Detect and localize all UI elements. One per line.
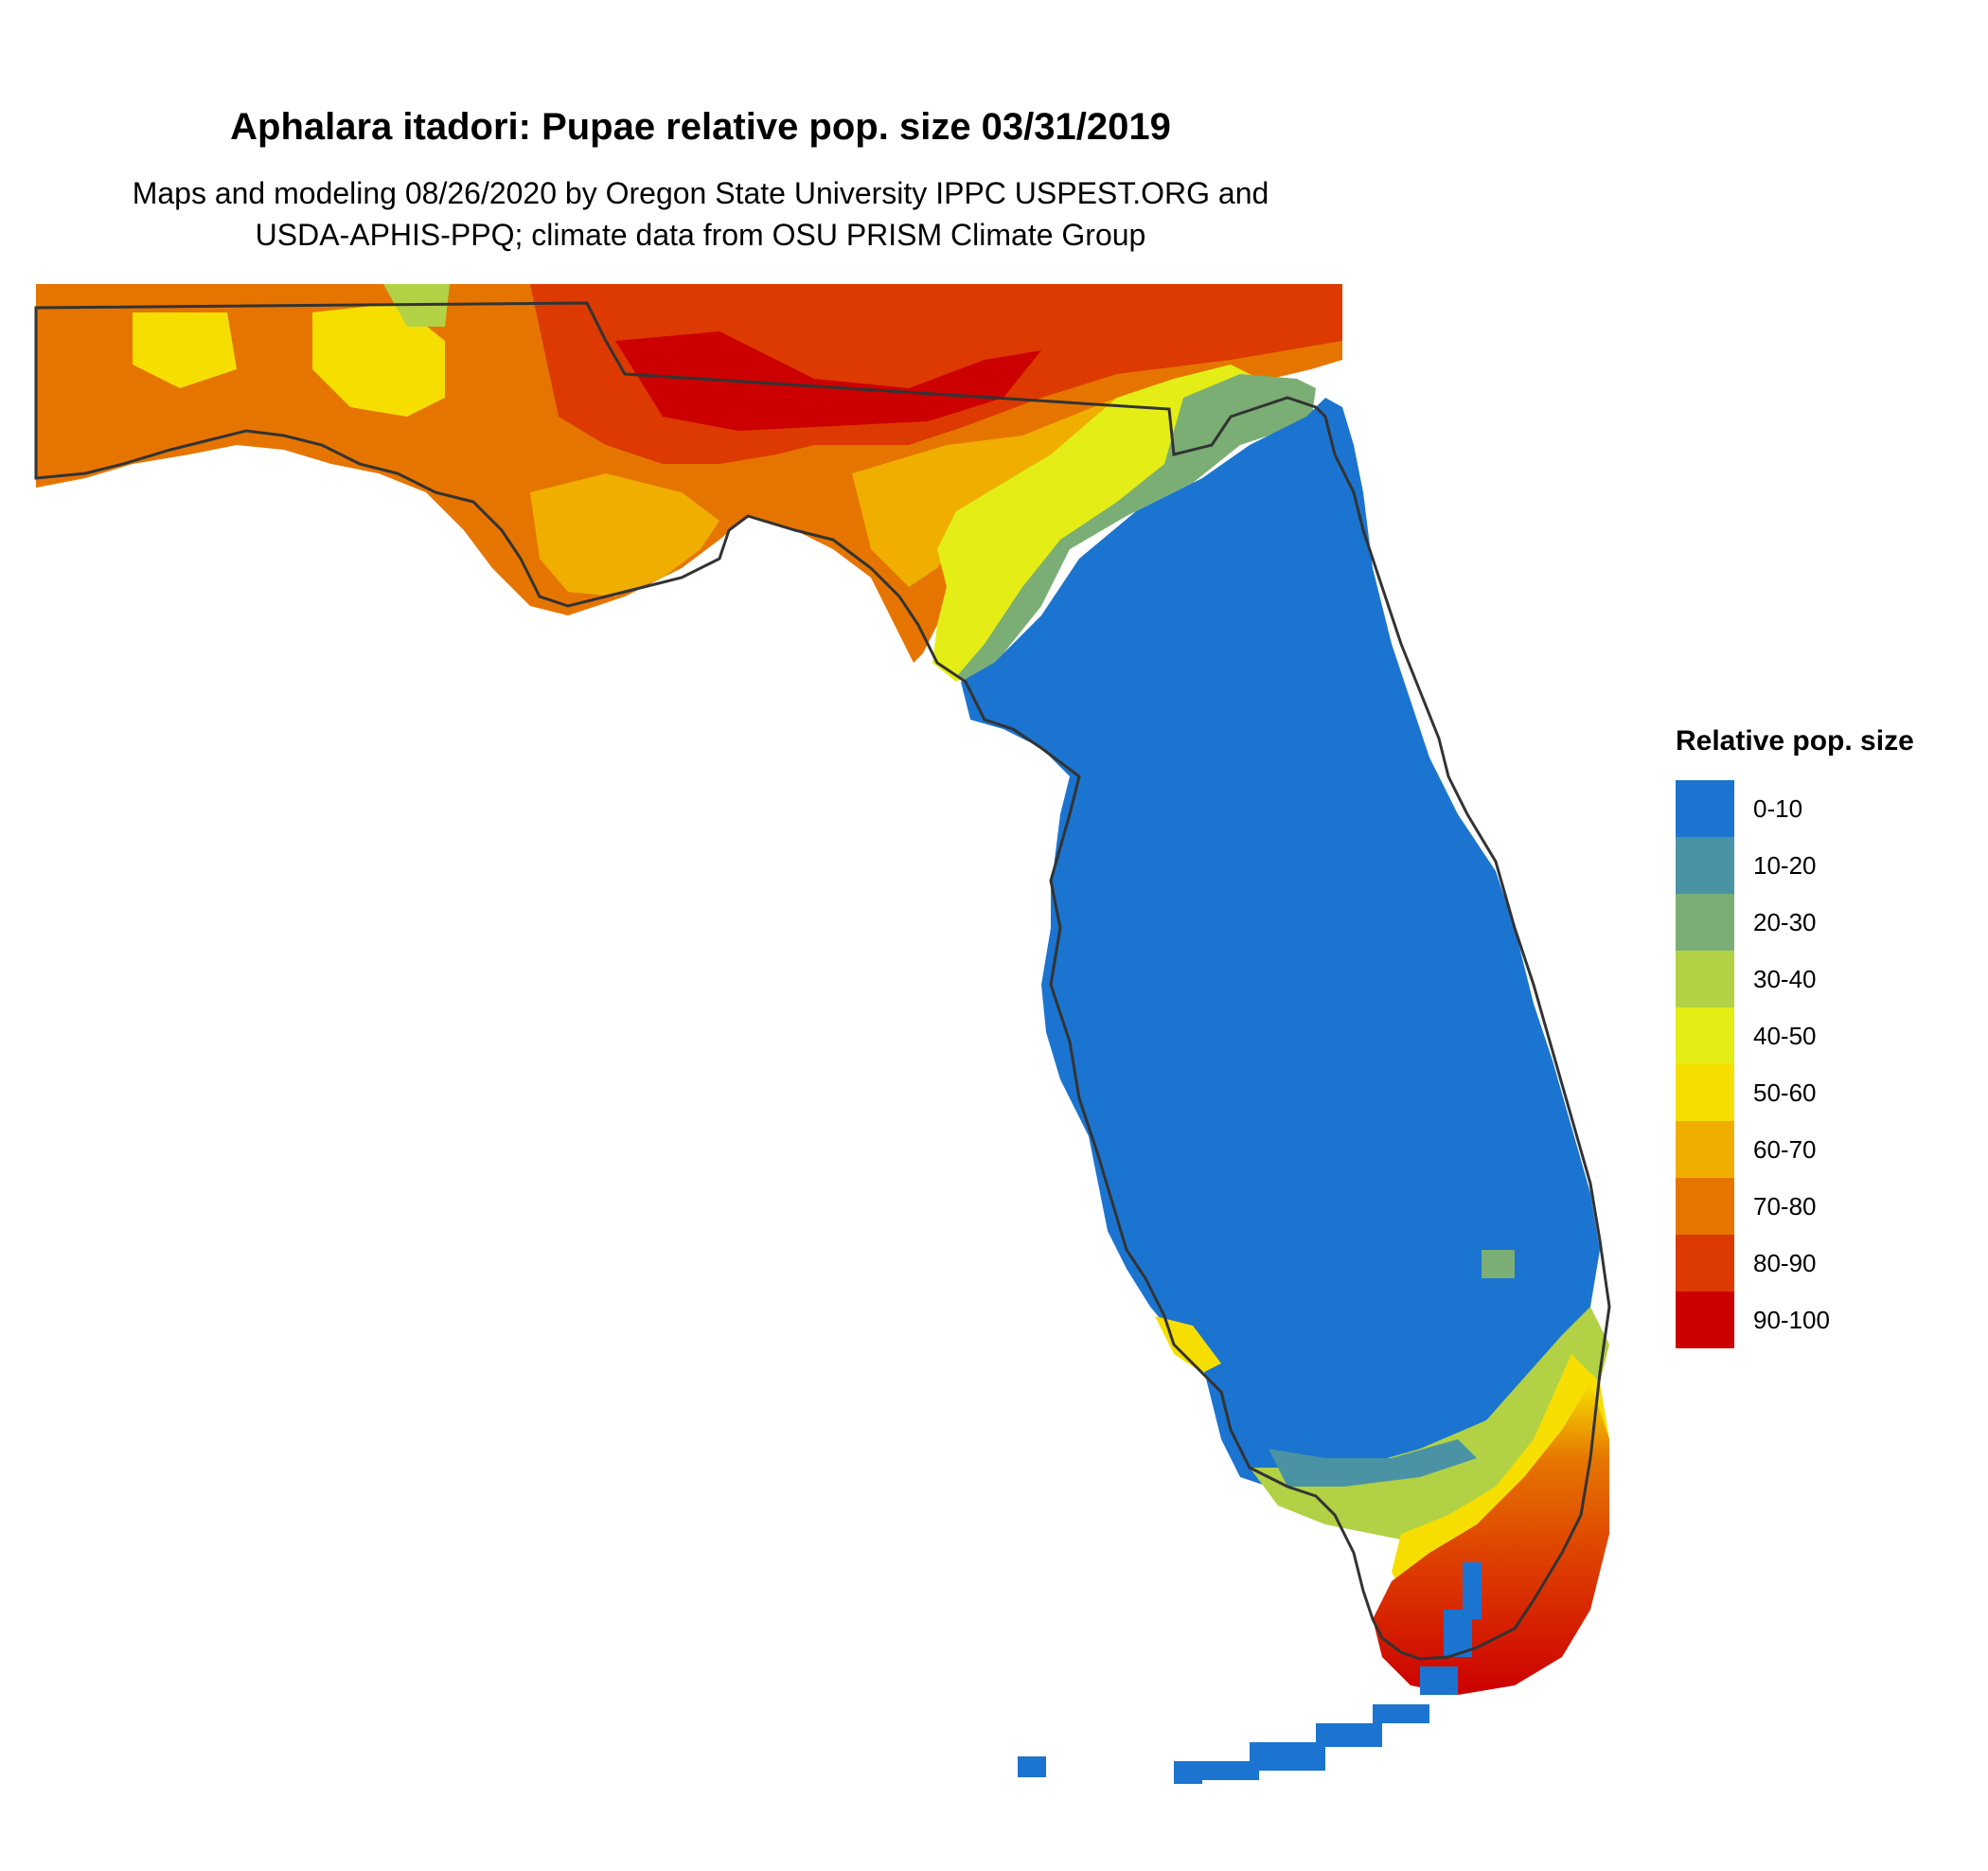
legend-item: 10-20 bbox=[1676, 837, 1914, 894]
legend-item: 50-60 bbox=[1676, 1064, 1914, 1121]
legend-item: 30-40 bbox=[1676, 951, 1914, 1007]
map-subtitle-line-1: Maps and modeling 08/26/2020 by Oregon S… bbox=[132, 176, 1269, 210]
legend-swatch bbox=[1676, 951, 1734, 1007]
big-bend-region-20-30 bbox=[956, 374, 1316, 682]
legend-swatch bbox=[1676, 837, 1734, 894]
legend-item: 70-80 bbox=[1676, 1178, 1914, 1235]
legend-item: 40-50 bbox=[1676, 1007, 1914, 1064]
legend-item: 60-70 bbox=[1676, 1121, 1914, 1178]
legend-swatch bbox=[1676, 1121, 1734, 1178]
legend-item: 0-10 bbox=[1676, 780, 1914, 837]
big-bend-region bbox=[932, 365, 1316, 682]
legend-swatch bbox=[1676, 1007, 1734, 1064]
south-florida-region-80-90 bbox=[1373, 1382, 1609, 1695]
panhandle-region-50-60-west bbox=[133, 312, 237, 388]
peninsula-region-0-10 bbox=[961, 398, 1600, 1487]
legend-label: 0-10 bbox=[1753, 793, 1803, 823]
panhandle-region-90-100 bbox=[615, 331, 1041, 431]
legend-items: 0-10 10-20 20-30 30-40 40-50 50-60 60-70 70-80 8… bbox=[1676, 780, 1914, 1348]
legend-label: 60-70 bbox=[1753, 1134, 1817, 1164]
legend-label: 90-100 bbox=[1753, 1305, 1830, 1334]
map-title: Aphalara itadori: Pupae relative pop. si… bbox=[230, 106, 1171, 148]
legend-label: 30-40 bbox=[1753, 964, 1817, 993]
legend-swatch bbox=[1676, 1292, 1734, 1348]
florida-keys bbox=[1018, 1562, 1482, 1784]
legend-swatch bbox=[1676, 780, 1734, 837]
map-subtitle-line-2: USDA-APHIS-PPQ; climate data from OSU PR… bbox=[255, 218, 1146, 252]
panhandle-region-60-70 bbox=[530, 473, 719, 597]
legend-label: 50-60 bbox=[1753, 1078, 1817, 1107]
legend-item: 80-90 bbox=[1676, 1235, 1914, 1292]
legend: Relative pop. size 0-10 10-20 20-30 30-40 40… bbox=[1676, 725, 1914, 1348]
legend-title: Relative pop. size bbox=[1676, 725, 1914, 757]
legend-item: 90-100 bbox=[1676, 1292, 1914, 1348]
legend-item: 20-30 bbox=[1676, 894, 1914, 951]
panhandle-region bbox=[36, 284, 1342, 663]
legend-swatch bbox=[1676, 894, 1734, 951]
legend-label: 10-20 bbox=[1753, 850, 1817, 880]
legend-label: 20-30 bbox=[1753, 907, 1817, 936]
lake-okeechobee-area-20-30 bbox=[1482, 1250, 1515, 1278]
state-outline bbox=[34, 301, 1611, 1661]
southwest-coast-50-60 bbox=[1155, 1316, 1221, 1373]
south-florida-region bbox=[1155, 1250, 1609, 1695]
legend-swatch bbox=[1676, 1178, 1734, 1235]
legend-label: 70-80 bbox=[1753, 1191, 1817, 1221]
legend-label: 40-50 bbox=[1753, 1021, 1817, 1050]
south-florida-region-10-20 bbox=[1269, 1439, 1477, 1487]
panhandle-region-50-60 bbox=[312, 303, 445, 417]
legend-label: 80-90 bbox=[1753, 1248, 1817, 1277]
legend-swatch bbox=[1676, 1064, 1734, 1121]
legend-swatch bbox=[1676, 1235, 1734, 1292]
